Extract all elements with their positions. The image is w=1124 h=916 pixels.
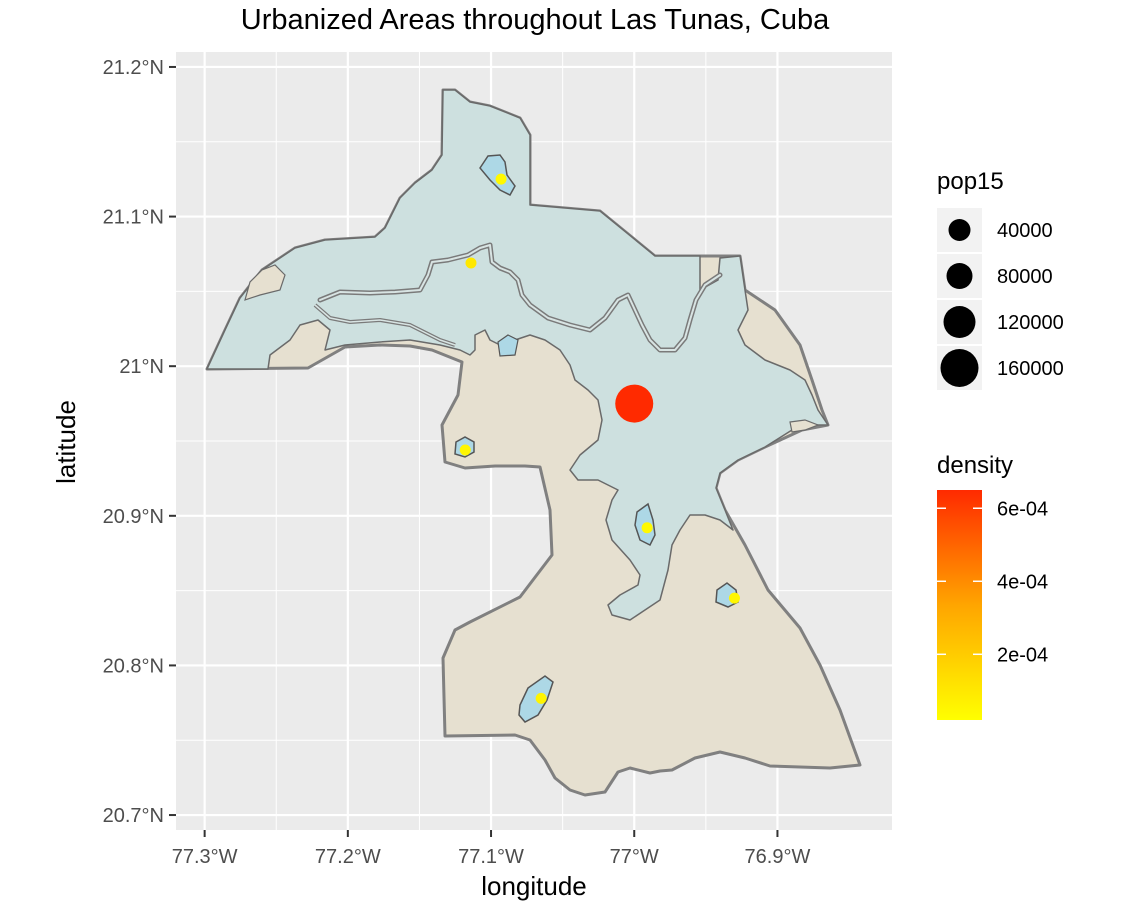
settlement-point [641,522,653,534]
y-tick-label: 20.9°N [103,506,164,528]
color-legend-label: 6e-04 [997,498,1048,520]
size-legend-dot [940,349,979,387]
settlement-point [459,444,471,456]
y-tick-label: 21.2°N [103,57,164,79]
settlement-area [497,334,519,357]
x-tick-label: 77.2°W [315,846,381,868]
size-legend: pop15 40000 80000 120000 160000 [937,168,1064,390]
y-tick-label: 21°N [119,356,164,378]
color-legend-title: density [937,452,1013,479]
size-legend-dot [948,219,971,241]
x-axis-label: longitude [481,871,587,901]
settlement-point [465,257,477,269]
x-tick-label: 77°W [610,846,659,868]
color-bar [937,490,982,720]
urbanized-zone [206,89,829,621]
municipality-map [205,88,862,797]
x-tick-label: 76.9°W [745,846,811,868]
settlement-point [535,692,547,704]
color-legend: density 6e-04 4e-04 2e-04 [937,452,1048,720]
size-legend-label: 120000 [997,312,1064,334]
size-legend-title: pop15 [937,168,1004,195]
size-legend-label: 80000 [997,266,1053,288]
axes: 77.3°W 77.2°W 77.1°W 77°W 76.9°W 21.2°N 21.1°N… [103,57,811,868]
river-branch-inner [314,304,456,346]
y-tick-label: 20.7°N [103,805,164,827]
non-urban-area [789,419,820,433]
data-points [459,173,740,704]
size-legend-dot [943,306,976,338]
size-legend-dot [946,263,973,289]
y-tick-label: 21.1°N [103,207,164,229]
y-tick-label: 20.8°N [103,655,164,677]
size-legend-label: 160000 [997,358,1064,380]
settlement-point [728,592,740,604]
settlement-point [615,384,654,423]
color-legend-label: 4e-04 [997,571,1048,593]
color-legend-label: 2e-04 [997,644,1048,666]
non-urban-area [244,264,286,301]
settlement-point [495,173,507,185]
color-legend-ticks: 6e-04 4e-04 2e-04 [937,498,1048,666]
chart-title: Urbanized Areas throughout Las Tunas, Cu… [240,4,830,36]
size-legend-keys: 40000 80000 120000 160000 [937,208,1064,390]
river-inner [319,244,721,351]
x-tick-label: 77.1°W [458,846,524,868]
x-tick-label: 77.3°W [172,846,238,868]
y-axis-label: latitude [51,400,81,484]
size-legend-label: 40000 [997,220,1053,242]
